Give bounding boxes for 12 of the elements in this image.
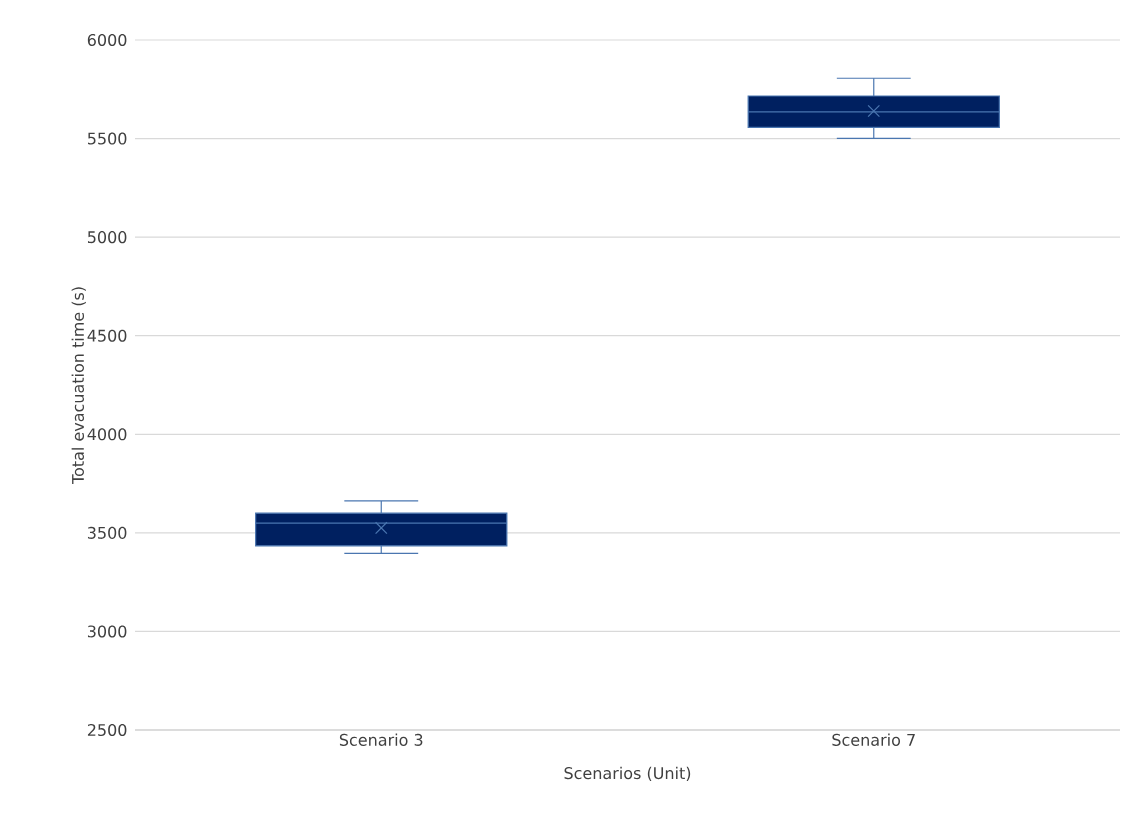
x-axis-title: Scenarios (Unit) bbox=[564, 766, 691, 782]
y-tick-label: 3000 bbox=[87, 625, 127, 638]
y-tick-label: 3500 bbox=[87, 526, 127, 539]
y-axis-title: Total evacuation time (s) bbox=[71, 287, 86, 485]
y-tick-label: 6000 bbox=[87, 33, 127, 47]
y-tick-label: 4500 bbox=[87, 329, 127, 342]
x-tick-label: Scenario 7 bbox=[832, 733, 915, 746]
y-tick-label: 5500 bbox=[87, 132, 127, 145]
x-tick-label: Scenario 3 bbox=[339, 733, 423, 746]
y-tick-label: 2500 bbox=[87, 723, 127, 737]
y-tick-label: 4000 bbox=[87, 428, 127, 441]
y-tick-label: 5000 bbox=[87, 231, 127, 244]
